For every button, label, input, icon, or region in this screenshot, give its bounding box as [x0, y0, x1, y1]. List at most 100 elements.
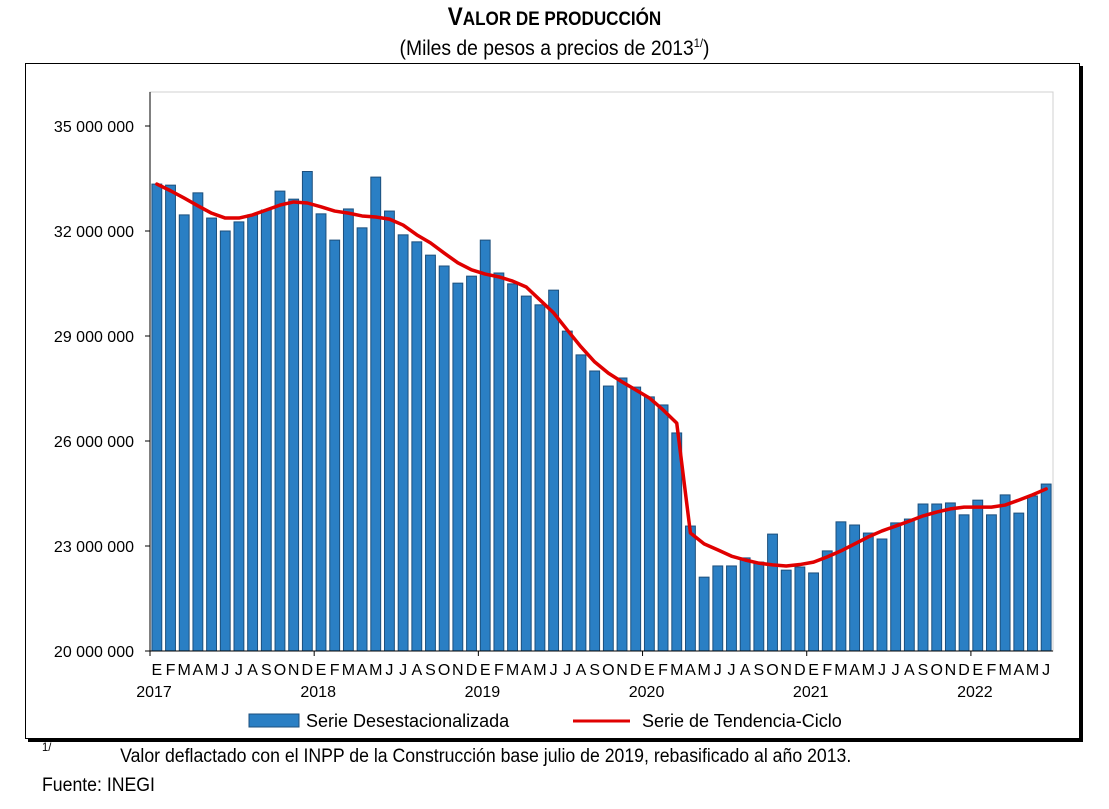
bar: [726, 565, 737, 652]
x-month-label: M: [205, 662, 218, 679]
x-month-label: M: [697, 662, 710, 679]
x-year-label: 2018: [300, 684, 336, 701]
title-initial: V: [447, 3, 463, 31]
x-month-label: S: [589, 662, 600, 679]
legend: Serie Desestacionalizada Serie de Tenden…: [248, 711, 842, 731]
bar: [411, 241, 423, 652]
bar: [493, 272, 505, 652]
bar: [233, 221, 245, 652]
bar: [685, 525, 696, 652]
bar: [835, 521, 847, 652]
chart-subtitle: (Miles de pesos a precios de 20131/): [44, 36, 1064, 61]
x-month-label: J: [563, 662, 571, 679]
x-month-label: M: [506, 662, 519, 679]
y-tick-label: 20 000 000: [54, 644, 134, 661]
y-axis: 20 000 000 23 000 000 26 000 000 29 000 000…: [54, 92, 151, 661]
x-month-label: D: [302, 662, 314, 679]
bar: [944, 502, 956, 652]
bar: [452, 282, 464, 652]
y-tick-label: 26 000 000: [54, 434, 134, 451]
footnote-text: Valor deflactado con el INPP de la Const…: [120, 746, 852, 767]
bar: [356, 227, 368, 652]
x-month-label: E: [972, 662, 983, 679]
x-month-label: A: [740, 662, 751, 679]
title-rest: ALOR DE PRODUCCIÓN: [462, 9, 662, 30]
x-month-label: M: [533, 662, 546, 679]
bar: [917, 503, 929, 652]
bar: [329, 239, 341, 652]
bar: [643, 396, 655, 652]
x-month-label: J: [1042, 662, 1050, 679]
bar: [972, 499, 984, 652]
x-month-label: M: [178, 662, 191, 679]
x-month-label: A: [849, 662, 860, 679]
bar: [192, 192, 204, 652]
legend-label-bars: Serie Desestacionalizada: [306, 711, 510, 731]
x-month-label: M: [862, 662, 875, 679]
bar: [808, 572, 819, 652]
bar: [739, 557, 751, 652]
bar: [151, 183, 163, 652]
x-month-label: D: [630, 662, 642, 679]
y-tick-label: 35 000 000: [54, 119, 134, 136]
x-month-label: M: [1026, 662, 1039, 679]
x-month-label: J: [399, 662, 407, 679]
y-tick-label: 29 000 000: [54, 329, 134, 346]
y-tick-label: 32 000 000: [54, 224, 134, 241]
x-month-label: D: [958, 662, 970, 679]
x-month-label: A: [904, 662, 915, 679]
x-month-label: J: [385, 662, 393, 679]
legend-label-trend: Serie de Tendencia-Ciclo: [642, 711, 842, 731]
bar: [534, 304, 546, 652]
bar: [178, 214, 190, 652]
x-month-label: E: [152, 662, 163, 679]
x-month-label: A: [521, 662, 532, 679]
bar: [931, 503, 943, 652]
bar: [548, 289, 560, 652]
x-month-label: S: [918, 662, 929, 679]
x-month-label: F: [987, 662, 997, 679]
bar: [780, 569, 792, 652]
bar: [466, 275, 477, 652]
bar: [247, 214, 259, 652]
legend-swatch-bars: [248, 713, 300, 728]
bar: [712, 565, 724, 652]
bar: [958, 514, 970, 652]
x-month-label: N: [616, 662, 628, 679]
x-month-label: F: [166, 662, 176, 679]
x-month-label: E: [316, 662, 327, 679]
bar: [862, 532, 874, 652]
x-month-label: O: [438, 662, 450, 679]
bar: [698, 576, 710, 652]
bar: [288, 198, 300, 652]
bar: [589, 370, 601, 652]
bar: [1027, 495, 1038, 652]
subtitle-text: (Miles de pesos a precios de 2013: [399, 37, 694, 60]
x-month-label: A: [411, 662, 422, 679]
plot-area: [149, 91, 1054, 652]
bar: [821, 550, 833, 652]
x-year-label: 2019: [465, 684, 501, 701]
x-year-label: 2021: [793, 684, 829, 701]
x-month-label: N: [945, 662, 957, 679]
bar: [767, 533, 778, 652]
bar: [575, 354, 587, 652]
bar: [1013, 512, 1025, 652]
y-tick-label: 23 000 000: [54, 539, 134, 556]
x-month-label: F: [822, 662, 832, 679]
x-month-label: D: [466, 662, 478, 679]
bar: [903, 518, 915, 652]
bar: [561, 330, 573, 652]
bar: [671, 432, 683, 652]
bar: [260, 209, 272, 652]
x-month-label: A: [357, 662, 368, 679]
x-month-label: E: [808, 662, 819, 679]
x-month-label: J: [878, 662, 886, 679]
bar: [274, 190, 286, 652]
x-month-label: M: [342, 662, 355, 679]
bar: [206, 217, 217, 652]
bar: [520, 295, 532, 652]
bar: [616, 377, 628, 652]
x-month-label: M: [834, 662, 847, 679]
bar: [165, 184, 176, 652]
